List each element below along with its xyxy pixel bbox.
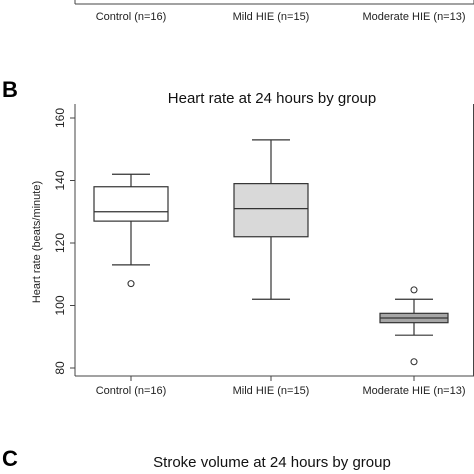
top-category-label-0: Control (n=16) [96, 11, 167, 23]
x-category-label-2: Moderate HIE (n=13) [362, 385, 465, 397]
y-tick-label-0: 80 [53, 361, 67, 375]
panel-c-letter: C [2, 446, 18, 471]
box-0-iqr [93, 186, 169, 222]
box-1-iqr [233, 183, 309, 238]
panel-b-letter: B [2, 77, 18, 102]
top-panel-remnant: Control (n=16) Mild HIE (n=15) Moderate … [74, 0, 474, 23]
x-category-label-1: Mild HIE (n=15) [233, 385, 310, 397]
panel-b: B Heart rate at 24 hours by group Heart … [2, 77, 474, 397]
panel-c-title: Stroke volume at 24 hours by group [153, 454, 391, 471]
box-2-outlier-0 [410, 286, 418, 294]
y-tick-label-2: 120 [53, 233, 67, 253]
plot-area: 80 100 120 140 160 Control (n=16) Mild HIE (n=… [53, 104, 474, 397]
top-category-label-1: Mild HIE (n=15) [233, 11, 310, 23]
panel-b-title: Heart rate at 24 hours by group [168, 90, 376, 107]
box-2-outlier-1 [410, 358, 418, 366]
top-category-label-2: Moderate HIE (n=13) [362, 11, 465, 23]
x-category-label-0: Control (n=16) [96, 385, 167, 397]
panel-c: C Stroke volume at 24 hours by group [2, 446, 391, 471]
y-tick-label-4: 160 [53, 108, 67, 128]
y-tick-label-1: 100 [53, 295, 67, 315]
y-axis-label: Heart rate (beats/minute) [31, 181, 43, 303]
y-tick-label-3: 140 [53, 170, 67, 190]
box-0-outlier-0 [127, 280, 135, 288]
